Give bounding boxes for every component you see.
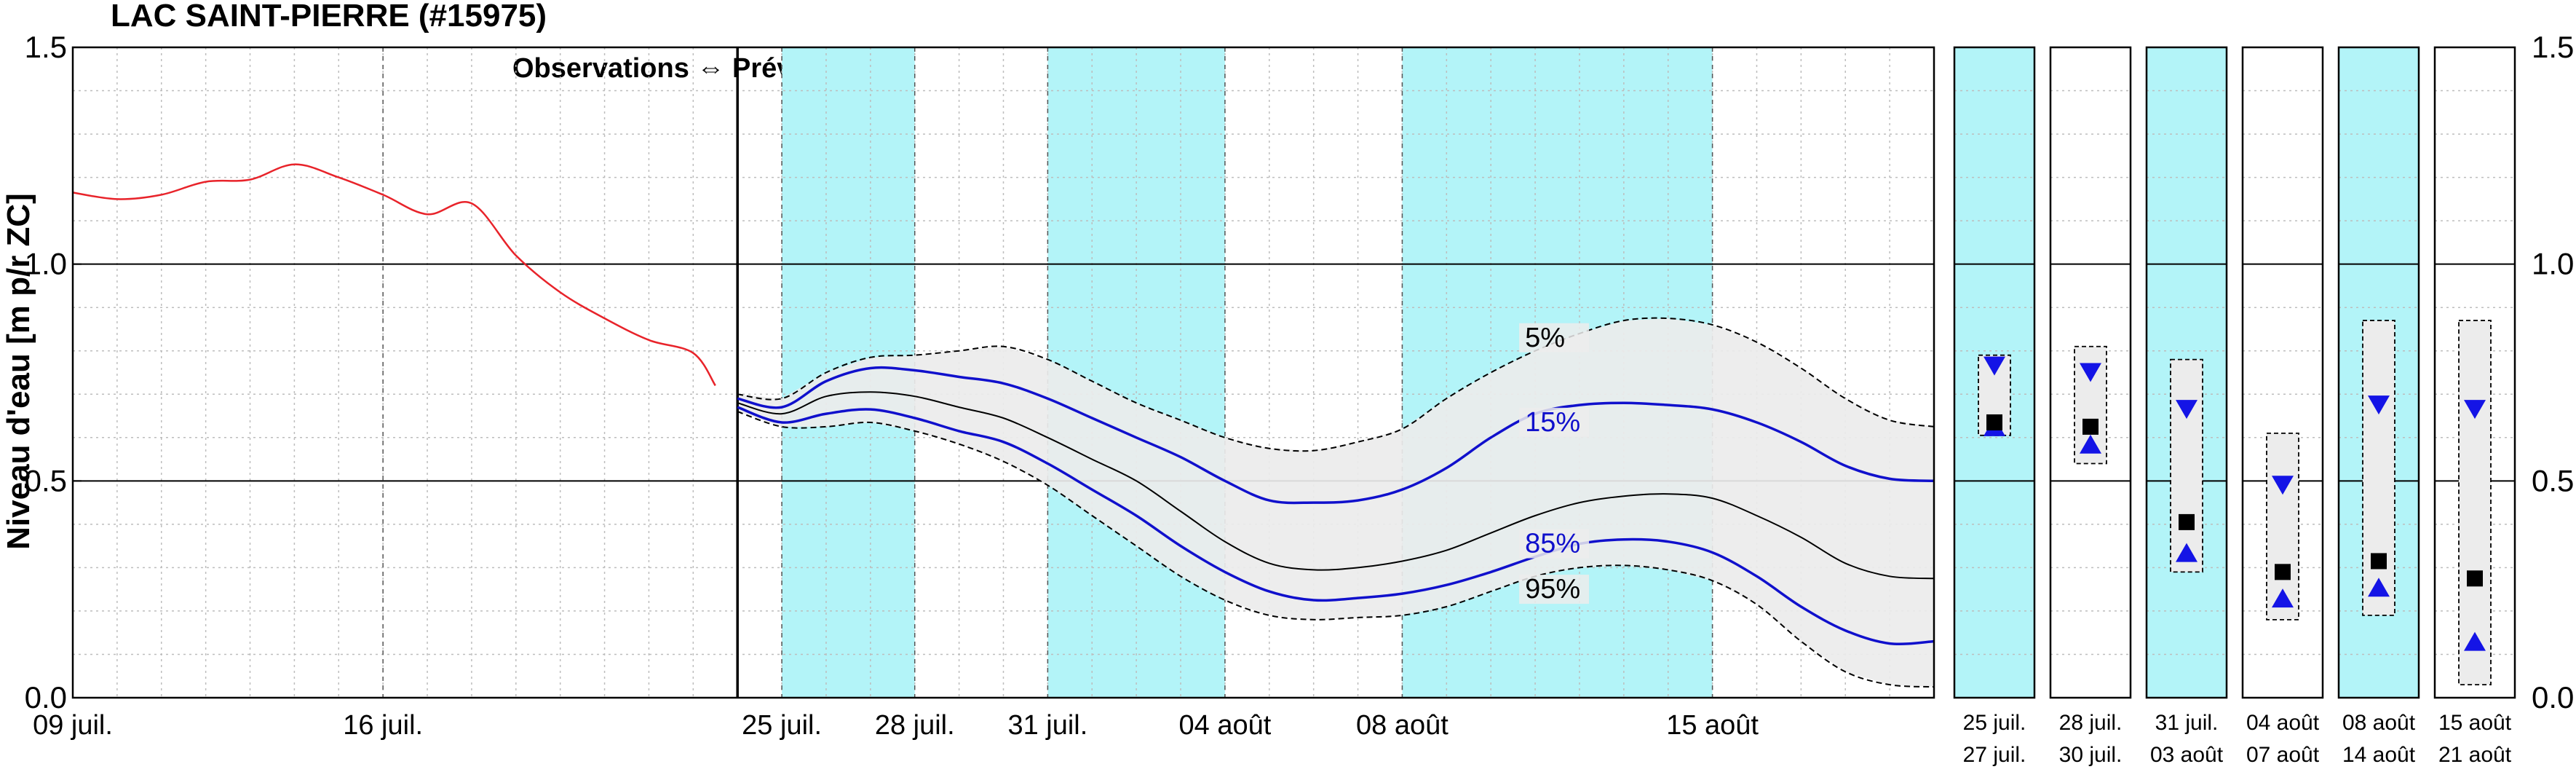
x-tick-label: 04 août <box>1179 710 1272 741</box>
panel-label-start: 28 juil. <box>2059 711 2123 735</box>
percentile-label-bg <box>1519 323 1590 352</box>
x-tick-label: 08 août <box>1356 710 1448 741</box>
percentile-label: 95% <box>1525 574 1580 604</box>
panel-marker-p85 <box>2176 543 2197 562</box>
y-tick-label-left: 1.5 <box>25 30 67 64</box>
observation-line <box>72 163 716 387</box>
panel-label-end: 03 août <box>2150 743 2224 767</box>
weekly-panel: 28 juil. 30 juil. <box>2049 46 2132 767</box>
y-tick-label-right: 0.5 <box>2532 463 2574 497</box>
panel-label-end: 30 juil. <box>2059 743 2123 767</box>
panel-frame <box>2433 46 2516 699</box>
weekly-panel: 04 août 07 août <box>2241 46 2324 767</box>
main-plot-frame <box>71 46 1935 699</box>
percentile-label-bg <box>1519 575 1590 604</box>
panel-frame <box>2241 46 2324 699</box>
x-tick-label: 25 juil. <box>742 710 822 741</box>
panel-label-end: 14 août <box>2342 743 2416 767</box>
percentile-label: 15% <box>1525 407 1580 438</box>
x-tick-label: 31 juil. <box>1007 710 1087 741</box>
panel-marker-p85 <box>2368 578 2390 597</box>
panel-range-box <box>2170 358 2203 573</box>
panel-frame <box>2337 46 2420 699</box>
y-tick-label-right: 0.0 <box>2532 680 2574 714</box>
weekly-panel: 31 juil. 03 août <box>2145 46 2228 767</box>
panel-marker-p15 <box>2368 395 2390 415</box>
panel-marker-p85 <box>2464 631 2486 651</box>
y-tick-label-right: 1.0 <box>2532 247 2574 281</box>
weekly-panel: 25 juil. 27 juil. <box>1953 46 2036 767</box>
panel-marker-p15 <box>2464 400 2486 420</box>
axes: 0.0 0.5 1.0 1.5 09 juil. 16 juil. 25 juil. 28 j… <box>25 30 2575 741</box>
panel-marker-p15 <box>1983 356 2005 376</box>
y-tick-label-left: 0.0 <box>25 680 67 714</box>
panel-marker-median <box>2082 418 2099 435</box>
panel-marker-median <box>1986 414 2002 430</box>
weekly-panel: 08 août 14 août <box>2337 46 2420 767</box>
x-tick-label: 28 juil. <box>875 710 955 741</box>
panel-marker-p15 <box>2272 476 2294 495</box>
panel-marker-p15 <box>2080 363 2101 382</box>
panel-frame <box>2145 46 2228 699</box>
series-5pct <box>737 317 1935 452</box>
x-tick-label: 09 juil. <box>33 710 113 741</box>
panel-frame <box>1953 46 2036 699</box>
y-tick-label-left: 1.0 <box>25 247 67 281</box>
x-tick-label: 16 juil. <box>343 710 423 741</box>
panel-label-start: 08 août <box>2342 711 2416 735</box>
panel-marker-median <box>2467 570 2483 587</box>
y-axis-label: Niveau d'eau [m p/r ZC] <box>1 193 36 550</box>
panel-range-box <box>2458 320 2492 686</box>
y-tick-label-right: 1.5 <box>2532 30 2574 64</box>
x-tick-label: 15 août <box>1666 710 1759 741</box>
percentile-label-bg <box>1519 529 1590 559</box>
panel-frame <box>2049 46 2132 699</box>
panel-label-start: 25 juil. <box>1963 711 2026 735</box>
series-95pct <box>737 411 1935 688</box>
panel-label-end: 07 août <box>2246 743 2320 767</box>
series-15pct <box>737 366 1935 505</box>
panel-label-start: 15 août <box>2438 711 2512 735</box>
panel-marker-median <box>2371 553 2387 570</box>
panel-label-end: 21 août <box>2438 743 2512 767</box>
percentile-label-bg <box>1519 407 1590 437</box>
percentile-label: 5% <box>1525 323 1565 353</box>
series-85pct <box>737 406 1935 646</box>
y-tick-label-left: 0.5 <box>25 463 67 497</box>
series-50pct <box>737 391 1935 580</box>
panel-marker-p85 <box>2272 588 2294 608</box>
panel-marker-median <box>2179 513 2195 530</box>
chart-title: LAC SAINT-PIERRE (#15975) <box>111 0 547 34</box>
panel-range-box <box>2362 320 2395 616</box>
panel-marker-median <box>2275 564 2291 580</box>
weekly-panel: 15 août 21 août <box>2433 46 2516 767</box>
panel-marker-p85 <box>2080 434 2101 454</box>
panel-label-start: 31 juil. <box>2155 711 2219 735</box>
main-plot: 5% 15% 85% 95% <box>72 47 1935 698</box>
weekly-summary-panels: 25 juil. 27 juil. 28 juil. 30 juil. 31 juil.… <box>1953 46 2516 767</box>
panel-label-start: 04 août <box>2246 711 2320 735</box>
panel-marker-p15 <box>2176 400 2197 420</box>
panel-label-end: 27 juil. <box>1963 743 2026 767</box>
percentile-label: 85% <box>1525 529 1580 559</box>
